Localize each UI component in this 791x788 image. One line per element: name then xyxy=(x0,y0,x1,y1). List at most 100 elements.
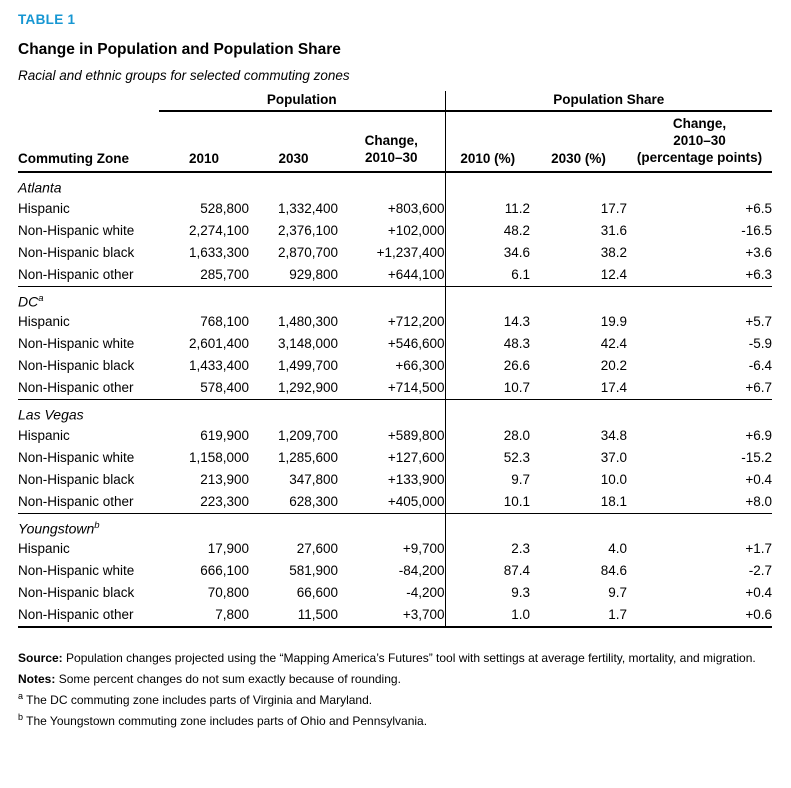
table-row: Non-Hispanic other 578,400 1,292,900 +71… xyxy=(18,377,773,400)
cell-share-2030: 9.7 xyxy=(608,585,628,600)
cell-pop-2030: 1,499,700 xyxy=(277,358,338,373)
cell-pop-2030: 929,800 xyxy=(249,263,338,287)
table-row: Non-Hispanic other 7,800 11,500 +3,700 1… xyxy=(18,604,773,628)
cell-pop-2030: 11,500 xyxy=(249,604,338,628)
share-change-header: Change, 2010–30 (percentage points) xyxy=(627,111,773,173)
cell-pop-2010: 2,601,400 xyxy=(188,336,249,351)
cell-pop-2030: 1,292,900 xyxy=(249,377,338,400)
cell-share-2030: 10.0 xyxy=(600,471,628,487)
cell-share-2030: 42.4 xyxy=(600,336,628,351)
cell-share-2030: 1.7 xyxy=(530,604,628,628)
cell-pop-change: -4,200 xyxy=(406,585,445,600)
share-2010-header: 2010 (%) xyxy=(444,111,531,173)
cell-race-group: Hispanic xyxy=(18,427,70,443)
cell-share-2030: 17.7 xyxy=(600,200,628,216)
cell-share-2010: 52.3 xyxy=(444,446,531,469)
cell-pop-change: -84,200 xyxy=(398,563,445,578)
cell-pop-change: +405,000 xyxy=(338,490,446,514)
cell-pop-change: +133,900 xyxy=(387,471,445,487)
cell-race-group: Non-Hispanic white xyxy=(18,449,135,465)
cell-share-2010: 11.2 xyxy=(444,197,531,220)
cell-pop-2010: 70,800 xyxy=(207,585,249,600)
cell-pop-2010: 1,158,000 xyxy=(188,449,249,465)
cell-pop-change: +3,700 xyxy=(338,604,446,628)
table-title: Change in Population and Population Shar… xyxy=(18,41,341,58)
cell-share-change: +0.4 xyxy=(745,585,773,600)
cell-share-2030: 34.8 xyxy=(600,427,628,443)
cell-pop-2030: 628,300 xyxy=(249,490,338,514)
cell-share-2030: 37.0 xyxy=(600,449,628,465)
population-share-table: Population Population Share Commuting Zo… xyxy=(18,91,773,628)
cell-share-2010: 9.3 xyxy=(444,582,531,604)
cell-pop-2010: 768,100 xyxy=(200,314,249,329)
cell-pop-2030: 1,209,700 xyxy=(277,427,338,443)
source-text: Population changes projected using the “… xyxy=(66,651,756,665)
cell-share-2030: 84.6 xyxy=(600,563,628,578)
cell-pop-2030: 581,900 xyxy=(289,563,338,578)
cell-share-2010: 26.6 xyxy=(444,355,531,377)
cell-share-2010: 10.1 xyxy=(444,490,531,514)
cell-share-2010: 2.3 xyxy=(444,538,531,560)
cell-race-group: Non-Hispanic other xyxy=(18,490,159,514)
zone-row-filler xyxy=(444,399,773,425)
cell-pop-change: +66,300 xyxy=(395,358,445,373)
cell-race-group: Hispanic xyxy=(18,200,70,216)
cell-pop-2010: 1,433,400 xyxy=(188,358,249,373)
table-row: Non-Hispanic white 666,100 581,900 -84,2… xyxy=(18,560,772,582)
footnote-a-text: The DC commuting zone includes parts of … xyxy=(26,693,373,707)
cell-race-group: Non-Hispanic white xyxy=(18,563,135,578)
cell-pop-2030: 2,376,100 xyxy=(277,222,338,238)
notes-text: Some percent changes do not sum exactly … xyxy=(58,672,401,686)
cell-share-2010: 14.3 xyxy=(444,311,531,333)
cell-pop-2030: 27,600 xyxy=(296,541,338,556)
table-row: Non-Hispanic white 1,158,000 1,285,600 +… xyxy=(18,446,773,469)
cell-share-2030: 20.2 xyxy=(600,358,628,373)
cell-race-group: Non-Hispanic other xyxy=(18,263,159,287)
zone-row-youngstown: Youngstownb xyxy=(18,513,773,538)
table-row: Hispanic 768,100 1,480,300 +712,200 14.3… xyxy=(18,311,772,333)
cell-race-group: Hispanic xyxy=(18,314,70,329)
zone-name-cell: Atlanta xyxy=(18,179,62,196)
zone-row-atlanta: Atlanta xyxy=(18,172,773,198)
table-row: Hispanic 528,800 1,332,400 +803,600 11.2… xyxy=(18,197,772,220)
share-change-header-line1: Change, xyxy=(672,116,727,131)
cell-pop-2010: 7,800 xyxy=(159,604,249,628)
cell-share-change: -2.7 xyxy=(748,563,773,578)
cell-share-2010: 34.6 xyxy=(444,241,531,264)
column-header-row: Commuting Zone 2010 2030 Change, 2010–30… xyxy=(18,111,773,173)
cell-share-2030: 19.9 xyxy=(600,314,628,329)
zone-row-dc: DCa xyxy=(18,286,773,311)
cell-pop-2010: 213,900 xyxy=(200,471,249,487)
cell-share-change: -16.5 xyxy=(741,222,773,238)
cell-pop-2030: 1,332,400 xyxy=(277,200,338,216)
cell-share-change: +5.7 xyxy=(745,314,773,329)
cell-pop-change: +127,600 xyxy=(387,449,445,465)
pop-change-header-line2: 2010–30 xyxy=(364,150,418,165)
footnote-b-text: The Youngstown commuting zone includes p… xyxy=(26,714,428,728)
source-note: Source: Population changes projected usi… xyxy=(18,648,772,669)
cell-pop-2010: 666,100 xyxy=(200,563,249,578)
cell-pop-change: +712,200 xyxy=(387,314,445,329)
cell-pop-change: +1,237,400 xyxy=(376,244,445,260)
cell-share-2010: 48.3 xyxy=(444,333,531,355)
cell-pop-2030: 3,148,000 xyxy=(277,336,338,351)
footnote-b-marker: b xyxy=(18,712,24,722)
cell-pop-change: +714,500 xyxy=(338,377,446,400)
cell-pop-change: +803,600 xyxy=(387,200,445,216)
cell-share-change: +0.4 xyxy=(745,471,773,487)
cell-share-2010: 9.7 xyxy=(444,468,531,491)
rounding-note: Notes: Some percent changes do not sum e… xyxy=(18,669,772,690)
cell-share-2030: 18.1 xyxy=(530,490,628,514)
cell-share-2030: 31.6 xyxy=(600,222,628,238)
zone-row-filler xyxy=(444,513,773,538)
cell-share-change: +0.6 xyxy=(627,604,773,628)
table-row: Hispanic 17,900 27,600 +9,700 2.3 4.0 +1… xyxy=(18,538,772,560)
zone-row-las-vegas: Las Vegas xyxy=(18,399,773,425)
cell-share-change: +1.7 xyxy=(745,541,773,556)
cell-pop-2010: 1,633,300 xyxy=(188,244,249,260)
cell-share-change: +6.7 xyxy=(627,377,773,400)
zone-row-filler xyxy=(444,172,773,198)
pop-change-header-line1: Change, xyxy=(364,133,418,148)
cell-share-change: -15.2 xyxy=(741,449,773,465)
cell-race-group: Non-Hispanic white xyxy=(18,222,135,238)
